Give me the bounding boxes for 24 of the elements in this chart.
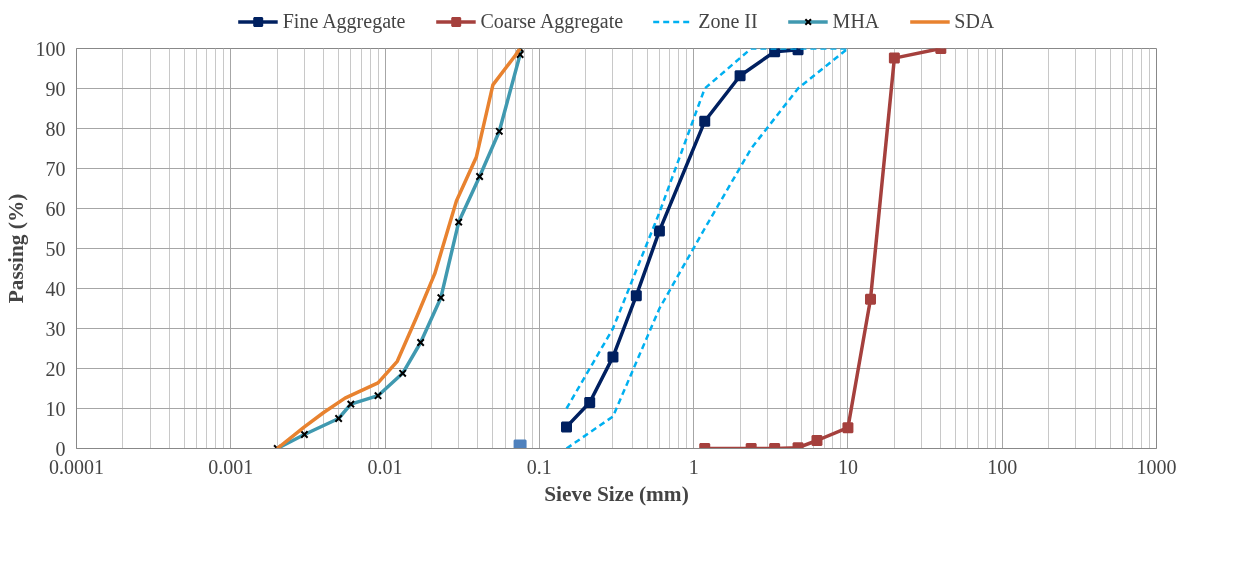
y-tick-label: 70 [45,157,66,180]
y-axis-title: Passing (%) [3,193,28,304]
y-tick-label: 30 [45,317,66,340]
x-tick-label: 0.001 [208,455,254,478]
x-tick-label: 1 [688,455,699,478]
y-tick-label: 90 [45,77,66,100]
x-axis-title: Sieve Size (mm) [544,481,689,506]
y-tick-label: 20 [45,357,66,380]
y-tick-label: 40 [45,277,66,300]
x-tick-label: 0.1 [526,455,552,478]
y-tick-label: 80 [45,117,66,140]
y-tick-label: 100 [35,37,66,60]
legend-label: Coarse Aggregate [480,9,624,33]
y-tick-label: 50 [45,237,66,260]
legend-label: SDA [954,9,995,33]
legend-label: MHA [832,9,880,33]
x-tick-label: 100 [987,455,1018,478]
x-tick-label: 10 [837,455,858,478]
legend-label: Zone II [698,9,758,33]
x-tick-label: 1000 [1136,455,1177,478]
y-tick-label: 10 [45,397,66,420]
x-tick-label: 0.01 [367,455,403,478]
y-tick-label: 60 [45,197,66,220]
legend-label: Fine Aggregate [282,9,406,33]
